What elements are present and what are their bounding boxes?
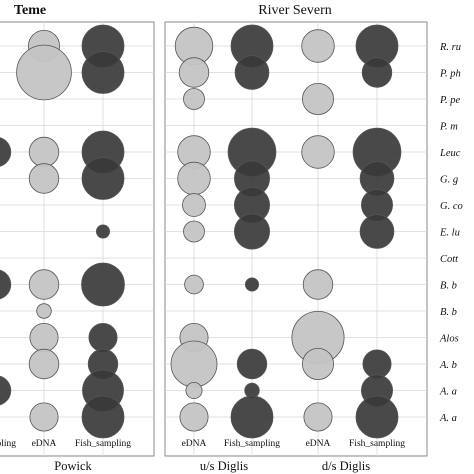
bubble-fish-col0-row4 <box>0 137 12 167</box>
species-label: B. b <box>440 307 457 318</box>
bubble-edna-col1-row5 <box>28 163 60 194</box>
species-label: G. g <box>440 175 458 186</box>
site-title: River Severn <box>258 3 331 18</box>
bubble-edna-col5-row12 <box>301 347 334 380</box>
bubble-edna-col3-row7 <box>183 220 205 243</box>
bubble-fish-col4-row9 <box>244 277 259 292</box>
species-label: Leuc <box>439 148 461 159</box>
bubble-fish-col2-row14 <box>81 395 125 439</box>
column-tick-label: Fish_sampling <box>349 439 405 449</box>
bubble-edna-col3-row12 <box>170 340 218 388</box>
bubble-edna-col3-row6 <box>182 193 206 217</box>
bubble-edna-col1-row12 <box>28 348 60 380</box>
bubble-fish-col4-row14 <box>230 395 274 439</box>
bubble-fish-col2-row9 <box>81 262 125 307</box>
species-label: A. a <box>439 413 457 424</box>
site-label: d/s Diglis <box>322 459 370 473</box>
bubble-fish-col6-row7 <box>359 214 395 249</box>
column-tick-label: eDNA <box>182 439 207 449</box>
bubble-fish-col4-row1 <box>234 55 270 90</box>
bubble-fish-col0-row13 <box>0 375 12 406</box>
bubble-edna-col5-row9 <box>302 269 334 300</box>
species-label: P. m <box>439 122 458 133</box>
species-label: P. pe <box>439 95 461 106</box>
bubble-fish-col2-row5 <box>81 157 125 200</box>
bubble-edna-col3-row1 <box>178 57 210 88</box>
species-label: Cott <box>440 254 459 265</box>
species-label: Alos <box>439 334 459 345</box>
bubble-fish-col6-row14 <box>355 395 399 439</box>
bubble-edna-col5-row14 <box>303 402 333 432</box>
species-label: A. b <box>439 360 457 371</box>
column-tick-label: …pling <box>0 439 16 449</box>
species-label: E. lu <box>439 228 460 239</box>
bubble-edna-col5-row2 <box>301 83 334 116</box>
bubble-edna-col3-row2 <box>183 88 205 110</box>
bubble-edna-col5-row0 <box>301 29 335 63</box>
bubble-fish-col2-row11 <box>88 322 118 352</box>
bubble-fish-col4-row12 <box>236 348 268 380</box>
bubble-edna-col1-row4 <box>28 136 60 168</box>
site-label: Powick <box>54 459 92 473</box>
site-title: Teme <box>14 3 46 18</box>
bubble-edna-col1-row11 <box>29 322 59 352</box>
bubble-edna-col1-row9 <box>28 269 60 300</box>
column-tick-label: eDNA <box>306 439 331 449</box>
species-label: B. b <box>440 281 457 292</box>
species-label: A. a <box>439 387 457 398</box>
bubble-edna-col1-row1 <box>16 44 72 101</box>
bubble-fish-col4-row7 <box>233 213 270 250</box>
species-label: G. co <box>440 201 463 212</box>
column-tick-label: eDNA <box>32 439 57 449</box>
bubble-fish-col0-row9 <box>0 269 12 300</box>
bubble-edna-col5-row4 <box>301 135 335 169</box>
bubble-edna-col1-row14 <box>29 402 59 432</box>
species-label: R. ru <box>439 42 461 53</box>
bubble-edna-col3-row13 <box>185 381 203 399</box>
column-tick-label: Fish_sampling <box>224 439 280 449</box>
bubble-edna-col3-row14 <box>179 402 209 432</box>
bubble-edna-col3-row5 <box>177 161 211 196</box>
site-label: u/s Diglis <box>200 459 248 473</box>
bubble-fish-col2-row7 <box>96 224 111 239</box>
column-tick-label: Fish_sampling <box>75 439 131 449</box>
bubble-edna-col3-row9 <box>184 274 204 295</box>
bubble-fish-col6-row12 <box>362 349 392 379</box>
bubble-fish-col6-row1 <box>361 57 393 88</box>
bubble-edna-col1-row10 <box>36 303 52 319</box>
bubble-fish-col2-row1 <box>81 51 125 94</box>
species-label: P. ph <box>439 69 461 80</box>
